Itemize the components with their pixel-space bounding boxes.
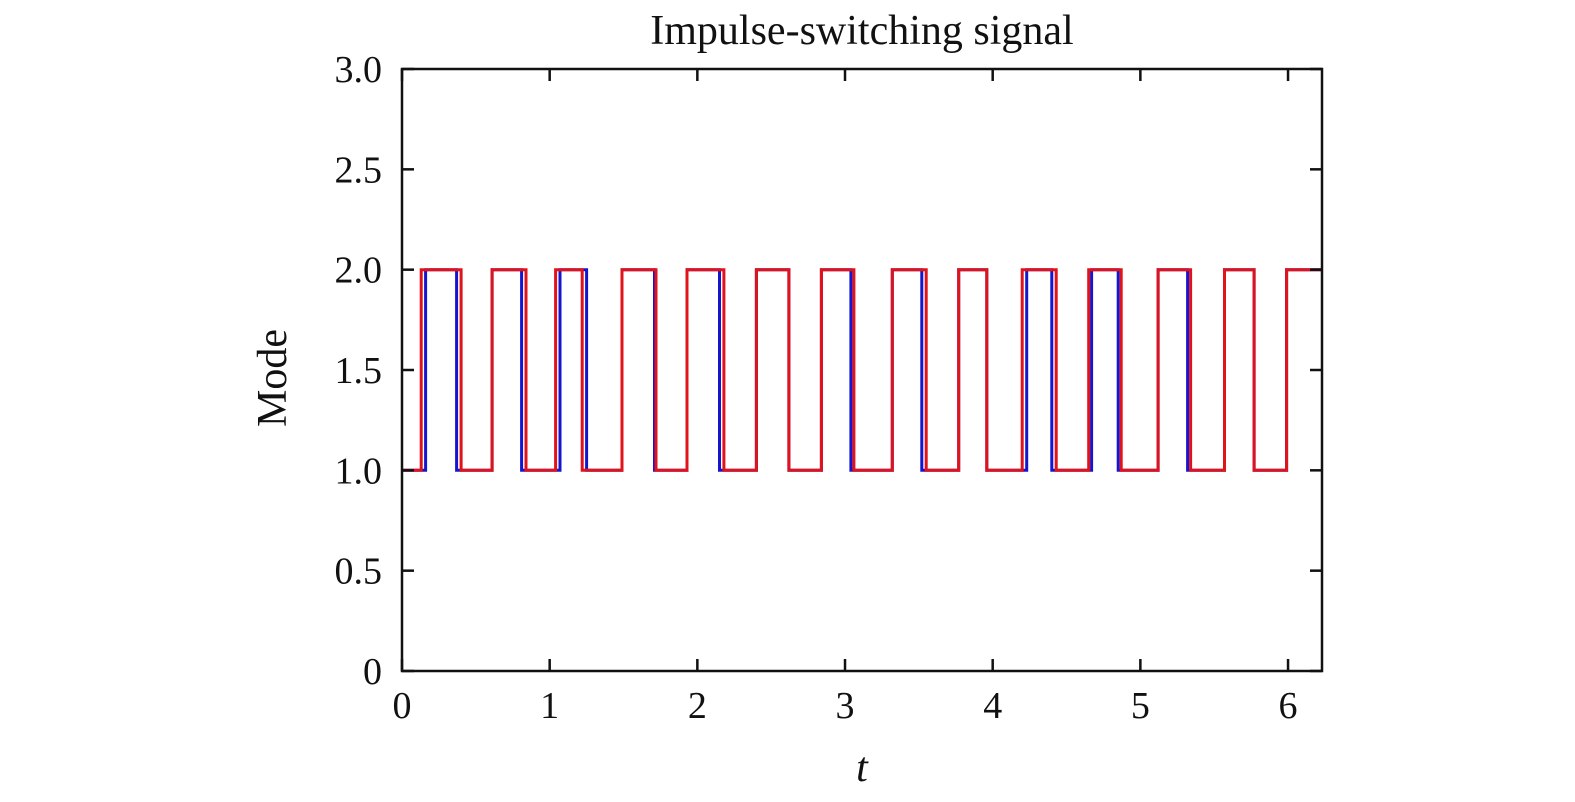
plot-frame xyxy=(400,67,1324,673)
y-tick-label: 0 xyxy=(363,651,382,693)
x-tick-label: 4 xyxy=(983,685,1002,727)
x-tick-label: 0 xyxy=(393,685,412,727)
x-tick-label: 5 xyxy=(1131,685,1150,727)
x-axis-title: t xyxy=(856,745,869,791)
x-tick-label: 3 xyxy=(836,685,855,727)
plot-area xyxy=(400,67,1324,673)
y-tick-label: 1.0 xyxy=(335,450,383,492)
y-tick-label: 3.0 xyxy=(335,49,383,91)
x-axis: 0 1 2 3 4 5 6 xyxy=(393,69,1298,727)
y-tick-label: 1.5 xyxy=(335,350,383,392)
series-line-2 xyxy=(402,268,1322,472)
x-tick-label: 1 xyxy=(540,685,559,727)
y-tick-label: 0.5 xyxy=(335,551,383,593)
x-tick-label: 6 xyxy=(1279,685,1298,727)
series-line-1 xyxy=(402,268,1322,472)
y-tick-label: 2.0 xyxy=(335,250,383,292)
y-axis: 0 0.5 1.0 1.5 2.0 2.5 3.0 xyxy=(335,49,1322,693)
x-tick-label: 2 xyxy=(688,685,707,727)
chart-title: Impulse-switching signal xyxy=(650,8,1073,54)
y-tick-label: 2.5 xyxy=(335,149,383,191)
y-axis-title: Mode xyxy=(250,329,296,427)
